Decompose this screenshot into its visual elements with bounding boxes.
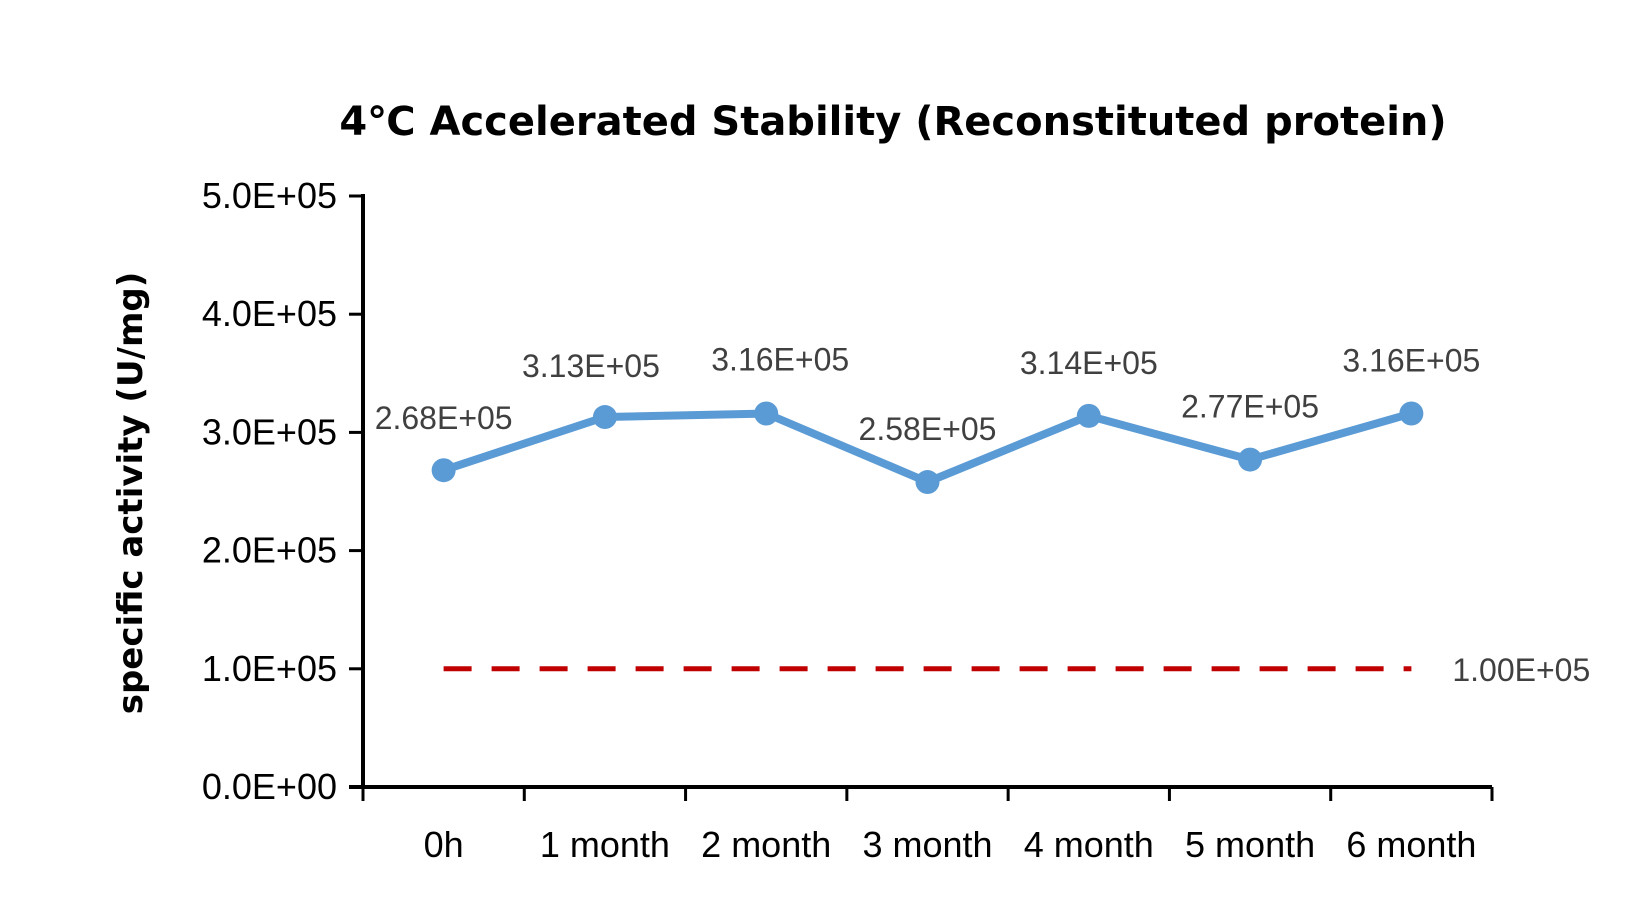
x-tick-label: 5 month	[1185, 824, 1315, 865]
x-tick-label: 2 month	[701, 824, 831, 865]
x-tick-label: 0h	[424, 824, 464, 865]
data-label: 3.16E+05	[1342, 342, 1480, 378]
x-tick-label: 1 month	[540, 824, 670, 865]
y-tick-label: 4.0E+05	[202, 293, 337, 334]
data-point	[915, 470, 940, 495]
data-point	[592, 405, 617, 430]
axes: 0.0E+00 1.0E+05 2.0E+05 3.0E+05 4.0E+05 5.0E+…	[202, 175, 1494, 865]
reference-line-label: 1.00E+05	[1452, 652, 1590, 688]
x-tick-label: 6 month	[1346, 824, 1476, 865]
data-point	[1399, 401, 1424, 426]
data-label: 3.13E+05	[522, 348, 660, 384]
x-tick-label: 3 month	[862, 824, 992, 865]
data-point	[754, 401, 779, 426]
x-tick-label: 4 month	[1024, 824, 1154, 865]
y-tick-label: 2.0E+05	[202, 530, 337, 571]
data-point	[1238, 447, 1263, 472]
data-point	[1076, 403, 1101, 428]
y-tick-label: 0.0E+00	[202, 766, 337, 807]
chart-title: 4℃ Accelerated Stability (Reconstituted …	[339, 99, 1446, 145]
y-tick-label: 5.0E+05	[202, 175, 337, 216]
y-axis-title: specific activity (U/mg)	[111, 272, 151, 715]
series-layer	[431, 401, 1424, 672]
data-label: 2.68E+05	[375, 400, 513, 436]
data-label: 3.14E+05	[1020, 345, 1158, 381]
data-label: 3.16E+05	[711, 341, 849, 377]
data-point	[431, 458, 456, 483]
data-label: 2.77E+05	[1181, 389, 1319, 425]
data-label: 2.58E+05	[859, 411, 997, 447]
y-tick-label: 3.0E+05	[202, 411, 337, 452]
y-tick-label: 1.0E+05	[202, 648, 337, 689]
data-labels: 2.68E+053.13E+05 3.16E+05 2.58E+05 3.14E+05…	[375, 341, 1591, 687]
